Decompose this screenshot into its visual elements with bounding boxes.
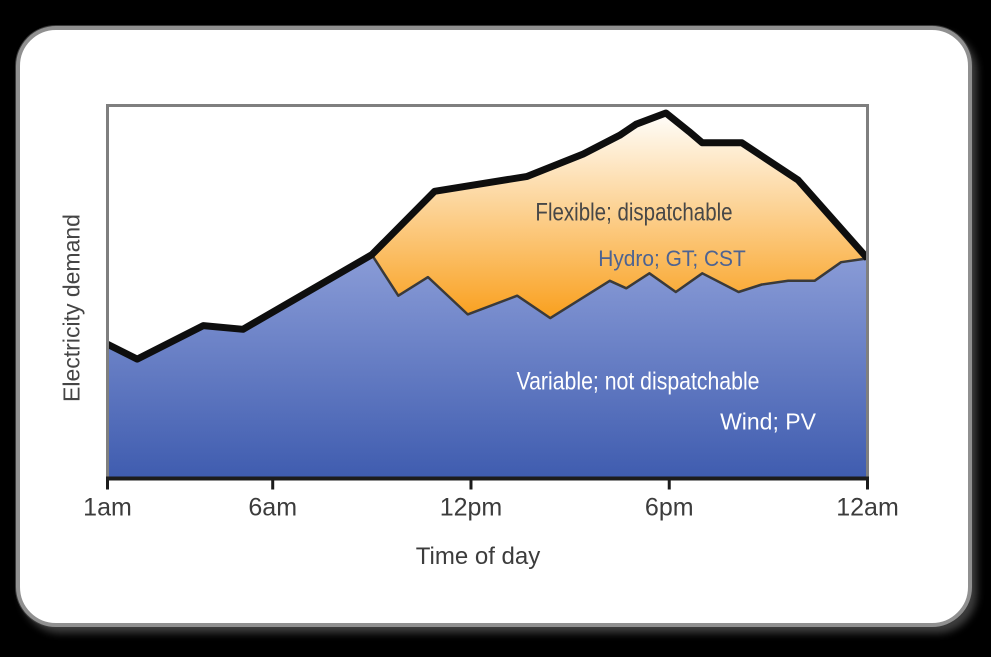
variable-area-label: Variable; not dispatchable [516, 367, 760, 396]
variable-area-shape [107, 254, 868, 479]
flexible-area-label: Flexible; dispatchable [535, 198, 733, 227]
flexible-area-sublabel: Hydro; GT; CST [598, 246, 746, 271]
x-tick-label-1am: 1am [83, 493, 132, 522]
total-demand-line [106, 109, 869, 363]
x-tick-label-12am: 12am [836, 493, 899, 522]
x-tick-label-6pm: 6pm [644, 493, 694, 522]
x-tick-label-6am: 6am [248, 493, 298, 522]
y-axis-title: Electricity demand [58, 214, 85, 402]
variable-area-sublabel: Wind; PV [720, 408, 816, 435]
x-tick-label-12pm: 12pm [439, 493, 503, 522]
chart-canvas [106, 104, 869, 496]
x-axis-title: Time of day [415, 543, 541, 570]
